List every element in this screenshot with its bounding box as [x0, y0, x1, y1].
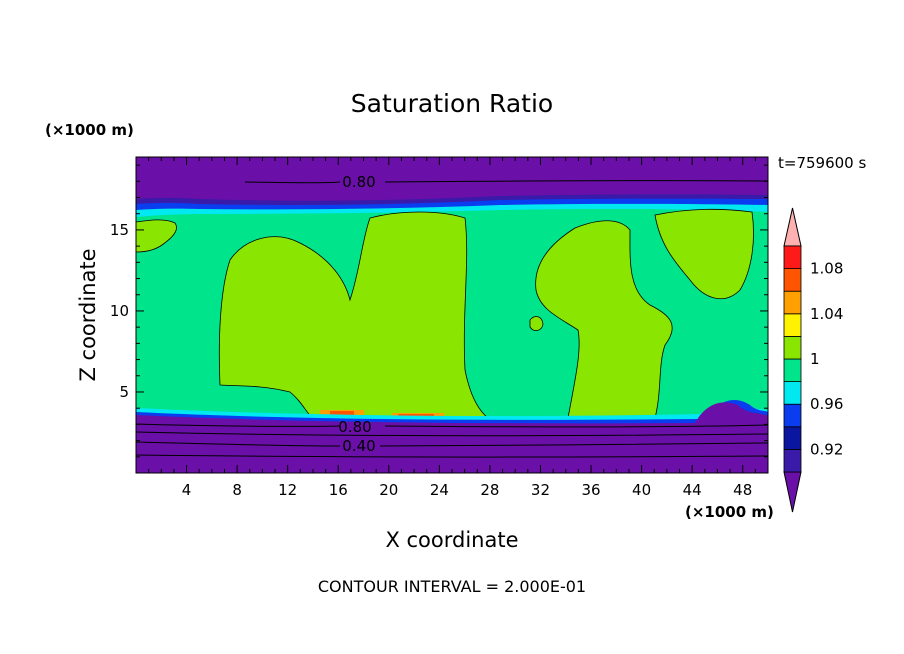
- y-unit-label: (×1000 m): [45, 121, 134, 139]
- colorbar-swatch: [783, 381, 802, 405]
- colorbar-swatch: [783, 358, 802, 383]
- x-tick-label: 32: [531, 481, 550, 499]
- y-tick-label: 15: [110, 221, 129, 239]
- plot-area: 0.80 0.80 0.40: [135, 156, 769, 474]
- y-tick-label: 5: [119, 383, 129, 401]
- x-axis-ticks: 4 8 12 16 20 24 28 32 36 40 44 48: [148, 157, 769, 499]
- region-upper-layer-purple: [136, 157, 768, 201]
- contour-line-lower-080: [136, 423, 768, 428]
- colorbar-arrow-bottom: [783, 471, 802, 513]
- time-label: t=759600 s: [778, 154, 866, 172]
- x-tick-label: 4: [182, 481, 192, 499]
- colorbar-swatch: [783, 335, 802, 360]
- colorbar-swatch: [783, 268, 802, 292]
- colorbar-tick-label: 1.08: [810, 260, 843, 278]
- x-unit-label: (×1000 m): [685, 503, 774, 521]
- colorbar-tick-label: 1.04: [810, 305, 843, 323]
- contour-fill: [136, 157, 768, 473]
- contour-line-upper-080-b: [384, 180, 768, 183]
- region-blob-3: [535, 220, 673, 419]
- region-patch-red-2: [398, 414, 434, 417]
- x-tick-label: 36: [581, 481, 600, 499]
- x-tick-label: 8: [232, 481, 242, 499]
- colorbar-swatch: [783, 245, 802, 270]
- region-patch-red-1: [330, 411, 354, 416]
- contour-line-lower-020: [136, 454, 768, 458]
- colorbar-swatch: [783, 313, 802, 337]
- x-tick-label: 28: [480, 481, 499, 499]
- region-lower-layer-purple: [136, 402, 768, 473]
- colorbar-tick-label: 1: [810, 350, 820, 368]
- x-tick-label: 20: [379, 481, 398, 499]
- colorbar-swatch: [783, 403, 802, 428]
- contour-line-lower-060: [136, 431, 768, 437]
- x-tick-label: 12: [278, 481, 297, 499]
- region-blob-2: [218, 211, 490, 419]
- colorbar-arrow-top: [783, 207, 802, 247]
- colorbar: 1.08 1.04 1 0.96 0.92: [783, 207, 843, 513]
- region-blob-1: [136, 219, 177, 253]
- region-blob-5: [529, 316, 544, 331]
- x-tick-label: 16: [329, 481, 348, 499]
- colorbar-tick-label: 0.96: [810, 395, 843, 413]
- contour-label-upper: 0.80: [342, 173, 375, 191]
- chart-title: Saturation Ratio: [351, 89, 553, 118]
- region-blob-4: [654, 208, 754, 299]
- contour-line-upper-080: [244, 181, 341, 184]
- contour-interval-footer: CONTOUR INTERVAL = 2.000E-01: [318, 577, 586, 596]
- contour-label-lower-080: 0.80: [338, 418, 371, 436]
- colorbar-swatch: [783, 290, 802, 315]
- x-tick-label: 44: [683, 481, 702, 499]
- contour-label-lower-040: 0.40: [342, 437, 375, 455]
- x-tick-label: 48: [733, 481, 752, 499]
- x-tick-label: 24: [430, 481, 449, 499]
- x-tick-label: 40: [632, 481, 651, 499]
- colorbar-swatch: [783, 426, 802, 450]
- x-axis-title: X coordinate: [385, 528, 518, 552]
- y-axis-ticks: 5 10 15: [110, 164, 768, 458]
- contour-line-lower-040: [136, 441, 768, 447]
- colorbar-tick-label: 0.92: [810, 440, 843, 458]
- colorbar-swatch: [783, 448, 802, 473]
- y-axis-title: Z coordinate: [76, 248, 100, 381]
- y-tick-label: 10: [110, 302, 129, 320]
